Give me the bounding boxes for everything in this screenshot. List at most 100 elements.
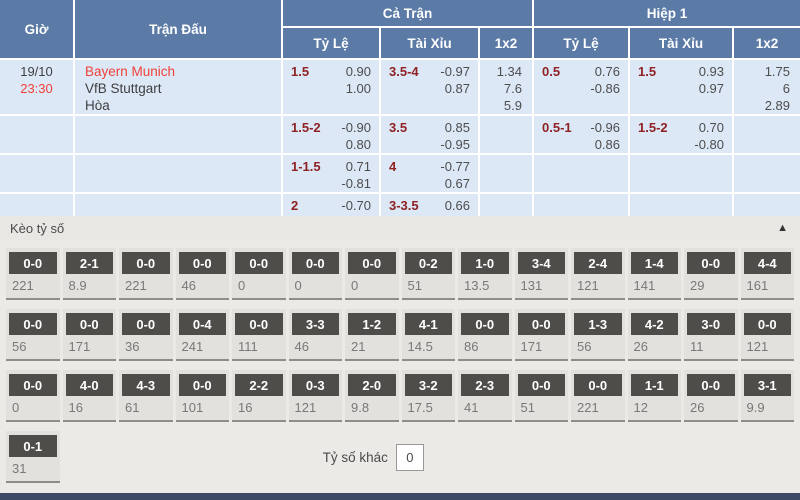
- odds-value[interactable]: 2.89: [764, 98, 790, 113]
- score-odds-cell[interactable]: 3-0 11: [684, 309, 738, 361]
- odds-value[interactable]: 7.6: [503, 81, 522, 96]
- odds-value[interactable]: -0.81: [341, 176, 371, 191]
- score-odds-cell[interactable]: 3-4 131: [514, 248, 568, 300]
- score-odds-cell[interactable]: 0-0 0: [345, 248, 399, 300]
- odds-value[interactable]: 1.34: [496, 64, 522, 79]
- odds-value[interactable]: 1.75: [764, 64, 790, 79]
- odds-value[interactable]: 0.93: [698, 64, 724, 79]
- score-odds-cell[interactable]: 2-1 8.9: [62, 248, 116, 300]
- score-odds-cell[interactable]: 0-0 29: [684, 248, 738, 300]
- score-odds-cell[interactable]: 0-3 121: [288, 370, 342, 422]
- score-odds-cell[interactable]: 0-4 241: [175, 309, 229, 361]
- score-odds-value: 171: [520, 339, 543, 354]
- odds-value[interactable]: -0.86: [590, 81, 620, 96]
- score-label: 2-2: [235, 374, 283, 396]
- odds-value[interactable]: -0.97: [440, 64, 470, 79]
- score-odds-cell[interactable]: 4-4 161: [740, 248, 794, 300]
- col-header-time: Giờ: [0, 0, 73, 58]
- odds-value[interactable]: -0.90: [341, 120, 371, 135]
- odds-table-header: Giờ Trận Đấu Cả Trận Hiệp 1 Tỷ Lệ Tài Xỉ…: [0, 0, 800, 58]
- score-odds-value: 221: [12, 278, 34, 293]
- score-odds-cell[interactable]: 0-0 0: [288, 248, 342, 300]
- score-label: 0-0: [517, 313, 565, 335]
- score-odds-value: 31: [12, 461, 27, 476]
- correct-score-grid: 0-0 221 2-1 8.9 0-0 221 0-0 46 0-0 0 0-0 0 0-0 0 0-2 51…: [0, 240, 800, 483]
- odds-value[interactable]: 0.76: [594, 64, 620, 79]
- odds-value[interactable]: 0.87: [444, 81, 470, 96]
- score-odds-cell[interactable]: 4-3 61: [119, 370, 173, 422]
- score-odds-value: 26: [633, 339, 648, 354]
- score-odds-cell[interactable]: 0-0 221: [119, 248, 173, 300]
- half-1x2-cell: [734, 155, 800, 192]
- score-odds-cell[interactable]: 0-0 0: [6, 370, 60, 422]
- score-label: 0-0: [517, 374, 565, 396]
- score-odds-cell[interactable]: 2-2 16: [232, 370, 286, 422]
- score-label: 0-0: [178, 252, 226, 274]
- odds-value[interactable]: 0.97: [698, 81, 724, 96]
- score-odds-cell[interactable]: 3-2 17.5: [401, 370, 455, 422]
- odds-value[interactable]: 0.90: [345, 64, 371, 79]
- odds-value[interactable]: -0.80: [694, 137, 724, 152]
- score-odds-cell[interactable]: 0-0 111: [232, 309, 286, 361]
- score-odds-cell[interactable]: 0-0 171: [62, 309, 116, 361]
- odds-value[interactable]: 0.80: [345, 137, 371, 152]
- score-label: 2-0: [348, 374, 396, 396]
- odds-value[interactable]: -0.96: [590, 120, 620, 135]
- score-odds-value: 56: [577, 339, 592, 354]
- score-odds-cell[interactable]: 2-0 9.8: [345, 370, 399, 422]
- score-odds-cell[interactable]: 4-2 26: [627, 309, 681, 361]
- half-handicap-cell: [534, 155, 628, 192]
- score-odds-cell[interactable]: 0-0 101: [175, 370, 229, 422]
- score-odds-cell[interactable]: 1-2 21: [345, 309, 399, 361]
- odds-value[interactable]: -0.77: [440, 159, 470, 174]
- score-odds-cell[interactable]: 2-4 121: [571, 248, 625, 300]
- score-odds-cell[interactable]: 4-1 14.5: [401, 309, 455, 361]
- score-odds-value: 121: [294, 400, 317, 415]
- full-overunder-cell: 3.5 0.85 -0.95: [381, 116, 478, 153]
- full-overunder-cell: 4 -0.77 0.67: [381, 155, 478, 192]
- score-odds-value: 12: [633, 400, 648, 415]
- odds-value[interactable]: 6: [782, 81, 790, 96]
- odds-value[interactable]: -0.70: [341, 198, 371, 213]
- score-odds-cell[interactable]: 0-0 121: [740, 309, 794, 361]
- score-label: 0-0: [178, 374, 226, 396]
- score-odds-cell[interactable]: 1-1 12: [627, 370, 681, 422]
- score-label: 4-2: [630, 313, 678, 335]
- score-odds-cell[interactable]: 0-0 86: [458, 309, 512, 361]
- score-odds-cell[interactable]: 0-0 51: [514, 370, 568, 422]
- score-odds-cell[interactable]: 0-2 51: [401, 248, 455, 300]
- odds-value[interactable]: 0.70: [698, 120, 724, 135]
- score-label: 0-1: [9, 435, 57, 457]
- score-odds-cell[interactable]: 0-0 221: [571, 370, 625, 422]
- score-odds-cell[interactable]: 2-3 41: [458, 370, 512, 422]
- score-odds-value: 21: [351, 339, 366, 354]
- odds-value[interactable]: -0.95: [440, 137, 470, 152]
- other-score-input[interactable]: [395, 443, 424, 471]
- score-odds-cell[interactable]: 1-3 56: [571, 309, 625, 361]
- score-label: 3-4: [517, 252, 565, 274]
- odds-value[interactable]: 0.86: [594, 137, 620, 152]
- score-odds-cell[interactable]: 3-3 46: [288, 309, 342, 361]
- score-odds-cell[interactable]: 0-0 171: [514, 309, 568, 361]
- score-odds-cell[interactable]: 0-0 26: [684, 370, 738, 422]
- odds-value[interactable]: 0.66: [444, 198, 470, 213]
- score-odds-cell[interactable]: 0-1 31: [6, 431, 60, 483]
- score-odds-value: 41: [464, 400, 479, 415]
- odds-value[interactable]: 5.9: [503, 98, 522, 113]
- score-odds-cell[interactable]: 0-0 0: [232, 248, 286, 300]
- score-odds-cell[interactable]: 1-0 13.5: [458, 248, 512, 300]
- odds-value[interactable]: 0.71: [345, 159, 371, 174]
- score-odds-cell[interactable]: 3-1 9.9: [740, 370, 794, 422]
- score-odds-value: 61: [125, 400, 140, 415]
- score-odds-cell[interactable]: 0-0 221: [6, 248, 60, 300]
- score-odds-cell[interactable]: 4-0 16: [62, 370, 116, 422]
- score-odds-cell[interactable]: 0-0 56: [6, 309, 60, 361]
- score-odds-cell[interactable]: 0-0 36: [119, 309, 173, 361]
- collapse-arrow-icon[interactable]: ▲: [777, 222, 788, 234]
- odds-value[interactable]: 0.85: [444, 120, 470, 135]
- odds-value[interactable]: 0.67: [444, 176, 470, 191]
- odds-value[interactable]: 1.00: [345, 81, 371, 96]
- score-odds-cell[interactable]: 0-0 46: [175, 248, 229, 300]
- score-odds-cell[interactable]: 1-4 141: [627, 248, 681, 300]
- odds-table: Giờ Trận Đấu Cả Trận Hiệp 1 Tỷ Lệ Tài Xỉ…: [0, 0, 800, 231]
